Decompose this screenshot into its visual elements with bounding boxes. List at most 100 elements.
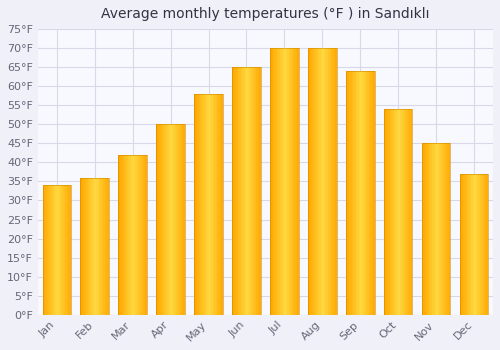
- Bar: [292, 48, 293, 315]
- Bar: [321, 48, 322, 315]
- Bar: [194, 94, 196, 315]
- Bar: [394, 109, 396, 315]
- Bar: [270, 48, 298, 315]
- Bar: [296, 48, 297, 315]
- Bar: [439, 144, 440, 315]
- Bar: [234, 67, 235, 315]
- Bar: [335, 48, 336, 315]
- Bar: [214, 94, 216, 315]
- Bar: [86, 178, 88, 315]
- Bar: [272, 48, 273, 315]
- Bar: [162, 124, 164, 315]
- Bar: [172, 124, 174, 315]
- Bar: [391, 109, 392, 315]
- Bar: [448, 144, 449, 315]
- Bar: [217, 94, 218, 315]
- Bar: [290, 48, 292, 315]
- Bar: [160, 124, 162, 315]
- Bar: [478, 174, 480, 315]
- Bar: [156, 124, 185, 315]
- Bar: [176, 124, 178, 315]
- Bar: [156, 124, 158, 315]
- Bar: [245, 67, 246, 315]
- Bar: [42, 185, 71, 315]
- Bar: [235, 67, 236, 315]
- Bar: [424, 144, 425, 315]
- Bar: [422, 144, 424, 315]
- Bar: [434, 144, 436, 315]
- Bar: [99, 178, 100, 315]
- Bar: [384, 109, 412, 315]
- Bar: [122, 155, 124, 315]
- Bar: [166, 124, 168, 315]
- Bar: [481, 174, 482, 315]
- Bar: [440, 144, 442, 315]
- Bar: [168, 124, 169, 315]
- Bar: [47, 185, 48, 315]
- Bar: [332, 48, 334, 315]
- Bar: [88, 178, 89, 315]
- Bar: [308, 48, 310, 315]
- Bar: [52, 185, 54, 315]
- Bar: [398, 109, 400, 315]
- Bar: [471, 174, 472, 315]
- Bar: [334, 48, 335, 315]
- Bar: [402, 109, 404, 315]
- Bar: [328, 48, 330, 315]
- Bar: [128, 155, 130, 315]
- Bar: [460, 174, 462, 315]
- Bar: [250, 67, 252, 315]
- Bar: [255, 67, 256, 315]
- Bar: [194, 94, 223, 315]
- Bar: [120, 155, 122, 315]
- Bar: [331, 48, 332, 315]
- Bar: [98, 178, 99, 315]
- Bar: [283, 48, 284, 315]
- Bar: [411, 109, 412, 315]
- Title: Average monthly temperatures (°F ) in Sandıklı: Average monthly temperatures (°F ) in Sa…: [101, 7, 430, 21]
- Bar: [141, 155, 142, 315]
- Bar: [216, 94, 217, 315]
- Bar: [241, 67, 242, 315]
- Bar: [410, 109, 411, 315]
- Bar: [124, 155, 126, 315]
- Bar: [200, 94, 202, 315]
- Bar: [480, 174, 481, 315]
- Bar: [346, 71, 348, 315]
- Bar: [94, 178, 96, 315]
- Bar: [232, 67, 234, 315]
- Bar: [270, 48, 272, 315]
- Bar: [369, 71, 370, 315]
- Bar: [50, 185, 51, 315]
- Bar: [208, 94, 210, 315]
- Bar: [202, 94, 203, 315]
- Bar: [350, 71, 352, 315]
- Bar: [236, 67, 238, 315]
- Bar: [276, 48, 278, 315]
- Bar: [360, 71, 362, 315]
- Bar: [429, 144, 430, 315]
- Bar: [468, 174, 470, 315]
- Bar: [244, 67, 245, 315]
- Bar: [326, 48, 328, 315]
- Bar: [104, 178, 106, 315]
- Bar: [294, 48, 296, 315]
- Bar: [487, 174, 488, 315]
- Bar: [213, 94, 214, 315]
- Bar: [174, 124, 175, 315]
- Bar: [274, 48, 276, 315]
- Bar: [144, 155, 146, 315]
- Bar: [196, 94, 197, 315]
- Bar: [57, 185, 58, 315]
- Bar: [466, 174, 467, 315]
- Bar: [293, 48, 294, 315]
- Bar: [462, 174, 464, 315]
- Bar: [426, 144, 428, 315]
- Bar: [92, 178, 94, 315]
- Bar: [477, 174, 478, 315]
- Bar: [278, 48, 280, 315]
- Bar: [314, 48, 315, 315]
- Bar: [138, 155, 140, 315]
- Bar: [232, 67, 260, 315]
- Bar: [370, 71, 372, 315]
